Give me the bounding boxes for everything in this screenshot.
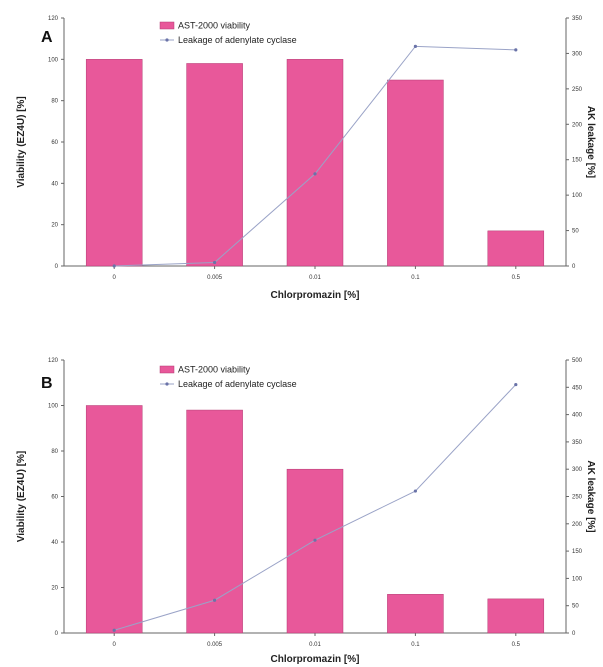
y2-tick-label: 200 bbox=[572, 522, 583, 528]
y-tick-label: 60 bbox=[51, 495, 58, 501]
x-tick-label: 0 bbox=[113, 275, 117, 281]
legend-bar-swatch bbox=[159, 365, 175, 374]
y2-tick-label: 150 bbox=[572, 549, 583, 555]
y2-tick-label: 250 bbox=[572, 87, 583, 93]
chart-panel-a: 0 20 40 60 80 100 120 0 50 100 150 200 250 300 350 0 0.0… bbox=[16, 16, 596, 301]
leakage-point bbox=[413, 44, 417, 48]
x-axis-title: Chlorpromazin [%] bbox=[271, 290, 360, 301]
y2-tick-label: 350 bbox=[572, 440, 583, 446]
legend-bar-swatch bbox=[159, 21, 175, 30]
leakage-point bbox=[213, 260, 217, 265]
y-tick-label: 0 bbox=[55, 264, 59, 270]
y2-tick-label: 0 bbox=[572, 631, 576, 637]
y-tick-label: 60 bbox=[51, 140, 58, 146]
panel-label: B bbox=[41, 375, 53, 392]
legend-bar-label: AST-2000 viability bbox=[178, 21, 251, 31]
bar bbox=[387, 594, 444, 634]
bar bbox=[286, 59, 344, 267]
y-tick-label: 40 bbox=[51, 540, 58, 546]
y2-tick-label: 100 bbox=[572, 193, 583, 199]
x-tick-label: 0 bbox=[113, 642, 117, 648]
y2-tick-label: 450 bbox=[572, 385, 583, 391]
y2-axis-title: AK leakage [%] bbox=[585, 106, 596, 178]
y2-tick-label: 50 bbox=[572, 229, 579, 235]
y-tick-label: 20 bbox=[51, 223, 58, 229]
legend-line-label: Leakage of adenylate cyclase bbox=[178, 35, 297, 45]
x-tick-label: 0.5 bbox=[512, 642, 521, 648]
x-tick-label: 0.1 bbox=[411, 642, 420, 648]
y-tick-label: 0 bbox=[55, 631, 59, 637]
legend-line-marker bbox=[165, 382, 169, 386]
leakage-point bbox=[413, 489, 417, 493]
y2-tick-label: 300 bbox=[572, 51, 583, 57]
legend: AST-2000 viability Leakage of adenylate c… bbox=[159, 365, 297, 389]
y2-tick-label: 100 bbox=[572, 576, 583, 582]
x-tick-label: 0.01 bbox=[309, 642, 321, 648]
y-axis-title: Viability (EZ4U) [%] bbox=[16, 96, 27, 188]
y-tick-label: 20 bbox=[51, 586, 58, 592]
y-tick-label: 80 bbox=[51, 449, 58, 455]
leakage-point bbox=[213, 598, 217, 602]
x-tick-label: 0.005 bbox=[207, 642, 223, 648]
leakage-point bbox=[313, 538, 317, 542]
bar bbox=[186, 409, 243, 634]
x-tick-label: 0.1 bbox=[411, 275, 420, 281]
y-tick-label: 40 bbox=[51, 181, 58, 187]
x-tick-label: 0.01 bbox=[309, 275, 321, 281]
y2-tick-label: 150 bbox=[572, 158, 583, 164]
y2-tick-label: 50 bbox=[572, 604, 579, 610]
bar bbox=[387, 79, 444, 267]
bar bbox=[487, 230, 545, 267]
y2-tick-label: 200 bbox=[572, 122, 583, 128]
leakage-point bbox=[112, 264, 116, 268]
leakage-point bbox=[514, 48, 518, 52]
y2-tick-label: 500 bbox=[572, 358, 583, 364]
legend-bar-label: AST-2000 viability bbox=[178, 365, 251, 375]
y-tick-label: 100 bbox=[48, 404, 59, 410]
y-tick-label: 80 bbox=[51, 99, 58, 105]
legend: AST-2000 viability Leakage of adenylate c… bbox=[159, 21, 297, 45]
bar bbox=[85, 405, 143, 634]
y2-tick-label: 400 bbox=[572, 413, 583, 419]
y-tick-label: 120 bbox=[48, 16, 59, 22]
bar bbox=[487, 598, 545, 634]
x-tick-label: 0.005 bbox=[207, 275, 223, 281]
leakage-point bbox=[313, 172, 317, 176]
y-axis-title: Viability (EZ4U) [%] bbox=[16, 451, 27, 543]
y-tick-label: 120 bbox=[48, 358, 59, 364]
leakage-point bbox=[514, 382, 518, 387]
x-axis-title: Chlorpromazin [%] bbox=[271, 654, 360, 665]
bar bbox=[186, 63, 243, 267]
legend-line-marker bbox=[165, 38, 169, 42]
x-tick-label: 0.5 bbox=[512, 275, 521, 281]
y2-tick-label: 250 bbox=[572, 495, 583, 501]
legend-line-label: Leakage of adenylate cyclase bbox=[178, 379, 297, 389]
chart-panel-b: 0 20 40 60 80 100 120 0 50 100 150 200 250 300 350 400 4… bbox=[16, 358, 596, 665]
bar bbox=[286, 468, 344, 634]
bar bbox=[85, 59, 143, 267]
y2-axis-title: AK leakage [%] bbox=[585, 460, 596, 532]
y-tick-label: 100 bbox=[48, 57, 59, 63]
y2-tick-label: 0 bbox=[572, 264, 576, 270]
leakage-point bbox=[112, 628, 116, 632]
panel-label: A bbox=[41, 29, 53, 46]
y2-tick-label: 300 bbox=[572, 467, 583, 473]
y2-tick-label: 350 bbox=[572, 16, 583, 22]
